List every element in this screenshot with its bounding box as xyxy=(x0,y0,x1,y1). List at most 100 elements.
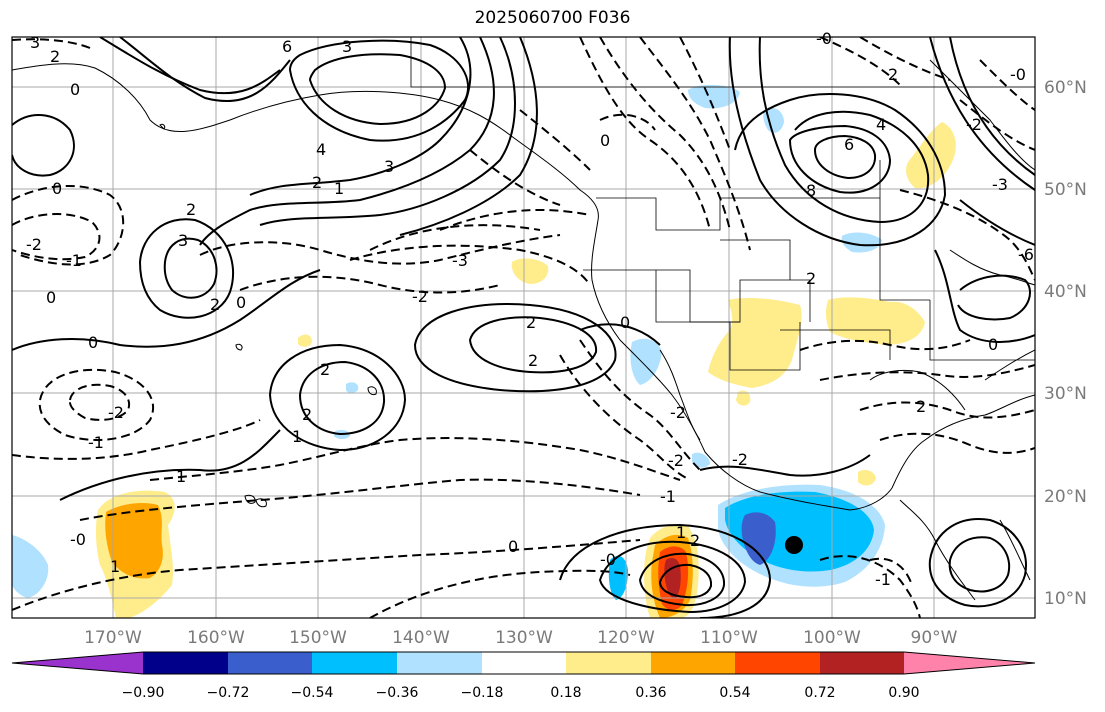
contour-label: 6 xyxy=(282,37,292,56)
positive-area-plains xyxy=(825,297,925,345)
negative-area-north-2 xyxy=(763,107,784,133)
contour-label: 3 xyxy=(178,231,188,250)
colorbar-tick-label: 0.36 xyxy=(635,685,666,701)
longitude-ticks: 170°W 160°W 150°W 140°W 130°W 120°W 110°… xyxy=(84,628,958,648)
contour-label: 2 xyxy=(210,295,220,314)
state-borders xyxy=(410,37,1035,371)
contour-label: -2 xyxy=(26,235,42,254)
contour-label: 2 xyxy=(186,200,196,219)
contour-label: 1 xyxy=(676,523,686,542)
positive-area-small1 xyxy=(298,334,312,347)
shaded-fields xyxy=(12,84,956,618)
colorbar-segment xyxy=(228,652,312,674)
map-title: 2025060700 F036 xyxy=(474,8,631,28)
contour-label: -0 xyxy=(1010,65,1026,84)
lon-tick-label: 100°W xyxy=(803,628,861,648)
contour-label: 4 xyxy=(316,140,326,159)
contour-label: 2 xyxy=(806,269,816,288)
colorbar-segment xyxy=(820,652,904,674)
lat-tick-label: 50°N xyxy=(1044,180,1087,200)
contour-label: 0 xyxy=(46,288,56,307)
colorbar-segment xyxy=(566,652,651,674)
contour-label: 1 xyxy=(176,467,186,486)
lon-tick-label: 130°W xyxy=(495,628,553,648)
lon-tick-label: 150°W xyxy=(289,628,347,648)
negative-area-mexico-3 xyxy=(741,512,776,565)
contour-label: 3 xyxy=(384,157,394,176)
colorbar-tick-label: 0.90 xyxy=(888,685,919,701)
lat-tick-label: 30°N xyxy=(1044,384,1087,404)
negative-area-north xyxy=(688,84,740,109)
contour-label: -2 xyxy=(732,450,748,469)
colorbar-tick-label: −0.36 xyxy=(376,685,419,701)
contour-label: -2 xyxy=(966,115,982,134)
lat-tick-label: 40°N xyxy=(1044,282,1087,302)
location-marker xyxy=(785,536,803,554)
contour-label: 0 xyxy=(88,333,98,352)
contour-label: 0 xyxy=(236,293,246,312)
graticule xyxy=(12,37,1035,618)
contour-label: 2 xyxy=(320,360,330,379)
negative-area-hawaii xyxy=(12,535,49,598)
positive-area-hawaii-core xyxy=(105,502,163,579)
negative-area-tropics-west xyxy=(608,555,628,600)
contour-label: 2 xyxy=(888,65,898,84)
contour-label: 2 xyxy=(526,313,536,332)
contour-label: 2 xyxy=(916,397,926,416)
contour-label: 2 xyxy=(528,351,538,370)
contour-label: -2 xyxy=(668,451,684,470)
contour-label: 2 xyxy=(302,405,312,424)
contour-label: 1 xyxy=(334,179,344,198)
colorbar-tick-label: −0.90 xyxy=(122,685,165,701)
positive-area-small2 xyxy=(858,470,876,486)
contour-label: 0 xyxy=(988,335,998,354)
lat-tick-label: 20°N xyxy=(1044,487,1087,507)
negative-area-small1 xyxy=(346,382,359,393)
lon-tick-label: 140°W xyxy=(392,628,450,648)
contour-label: 2 xyxy=(50,47,60,66)
contour-label: -1 xyxy=(875,570,891,589)
colorbar-tick-label: −0.54 xyxy=(291,685,334,701)
contour-label: 3 xyxy=(342,37,352,56)
colorbar-extend-min xyxy=(12,652,143,674)
contour-label: 0 xyxy=(70,80,80,99)
contour-label: 6 xyxy=(844,135,854,154)
colorbar-segment xyxy=(312,652,397,674)
contour-label: -2 xyxy=(670,403,686,422)
positive-area-baja xyxy=(708,297,802,388)
colorbar-extend-max xyxy=(904,652,1035,674)
contour-label: 0 xyxy=(52,179,62,198)
colorbar: −0.90 −0.72 −0.54 −0.36 −0.18 0.18 0.36 … xyxy=(11,651,1036,701)
contour-labels: 3 2 0 6 3 4 3 2 1 2 3 2 0 0 -2 -1 0 0 -2… xyxy=(26,29,1034,589)
latitude-ticks: 60°N 50°N 40°N 30°N 20°N 10°N xyxy=(1044,78,1087,609)
contour-label: -3 xyxy=(992,175,1008,194)
contour-label: -1 xyxy=(660,487,676,506)
contour-label: 0 xyxy=(600,131,610,150)
contour-label: 3 xyxy=(30,33,40,52)
contour-label: 0 xyxy=(620,313,630,332)
solid-contours xyxy=(12,37,1035,618)
lat-tick-label: 60°N xyxy=(1044,78,1087,98)
contour-label: -6 xyxy=(1018,245,1034,264)
contour-label: 1 xyxy=(292,427,302,446)
colorbar-tick-label: −0.72 xyxy=(207,685,250,701)
contour-label: -3 xyxy=(452,251,468,270)
contour-label: -0 xyxy=(816,29,832,48)
dashed-contours xyxy=(12,37,1035,618)
colorbar-segment xyxy=(482,652,566,674)
colorbar-tick-label: 0.72 xyxy=(804,685,835,701)
contour-label: -0 xyxy=(600,550,616,569)
lat-tick-label: 10°N xyxy=(1044,589,1087,609)
contour-label: 4 xyxy=(876,115,886,134)
positive-area-small3 xyxy=(736,390,751,406)
contour-label: -2 xyxy=(412,287,428,306)
negative-area-small3 xyxy=(692,452,710,468)
contour-label: -1 xyxy=(66,251,82,270)
lon-tick-label: 90°W xyxy=(911,628,958,648)
colorbar-segment xyxy=(143,652,228,674)
colorbar-segment xyxy=(735,652,820,674)
negative-area-coast xyxy=(630,338,662,385)
positive-area-offshore xyxy=(511,258,549,284)
colorbar-tick-label: 0.18 xyxy=(550,685,581,701)
